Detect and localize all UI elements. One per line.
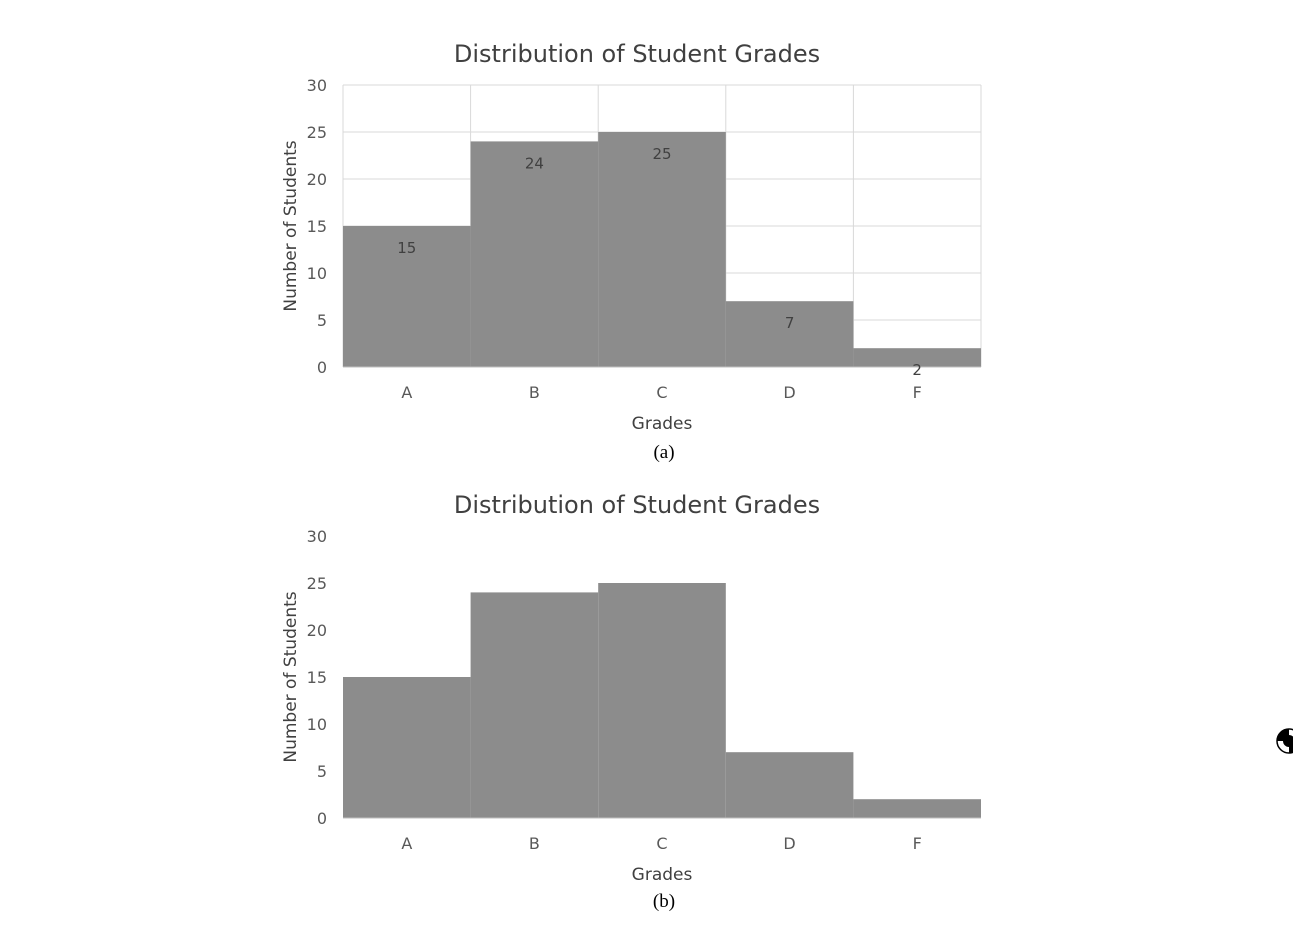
figure-caption: (b) [653,891,675,912]
chart-title: Distribution of Student Grades [454,491,820,519]
bar-a [343,677,471,818]
data-label: 15 [397,239,416,257]
x-tick-label: B [529,834,540,853]
bar-d [725,301,854,367]
y-axis-label: Number of Students [281,591,301,762]
bar-f [853,799,981,818]
bar-d [725,752,854,818]
y-axis-label: Number of Students [281,140,301,311]
chart-b: 0 5 10 15 20 25 30 A B C D F Distribution of Student… [281,491,981,912]
data-label: 7 [785,314,795,332]
data-label: 25 [652,145,671,163]
y-tick-label: 25 [307,574,327,593]
y-tick-label: 20 [307,170,327,189]
x-tick-label: C [656,383,667,402]
registration-mark-icon [1276,728,1293,754]
y-tick-label: 20 [307,621,327,640]
x-tick-label: A [401,383,412,402]
x-tick-label: D [783,383,795,402]
x-tick-label: D [783,834,795,853]
bar-f [853,348,981,367]
x-tick-label: B [529,383,540,402]
data-label: 2 [912,361,922,379]
y-tick-label: 0 [317,358,327,377]
bar-b [470,592,599,818]
x-tick-label: F [913,383,922,402]
y-tick-label: 10 [307,715,327,734]
y-tick-label: 5 [317,311,327,330]
bar-a [343,226,471,367]
y-tick-label: 15 [307,668,327,687]
chart-title: Distribution of Student Grades [454,40,820,68]
y-tick-label: 25 [307,123,327,142]
x-tick-label: C [656,834,667,853]
y-tick-label: 15 [307,217,327,236]
x-tick-label: A [401,834,412,853]
x-tick-label: F [913,834,922,853]
data-label: 24 [525,154,544,172]
figure-caption: (a) [653,442,674,463]
y-tick-label: 30 [307,76,327,95]
y-tick-label: 10 [307,264,327,283]
bar-c [598,132,726,367]
y-tick-label: 0 [317,809,327,828]
y-tick-label: 30 [307,527,327,546]
y-tick-label: 5 [317,762,327,781]
bar-c [598,583,726,818]
x-axis-label: Grades [632,865,693,885]
x-axis-label: Grades [632,414,693,434]
bar-b [470,141,599,367]
